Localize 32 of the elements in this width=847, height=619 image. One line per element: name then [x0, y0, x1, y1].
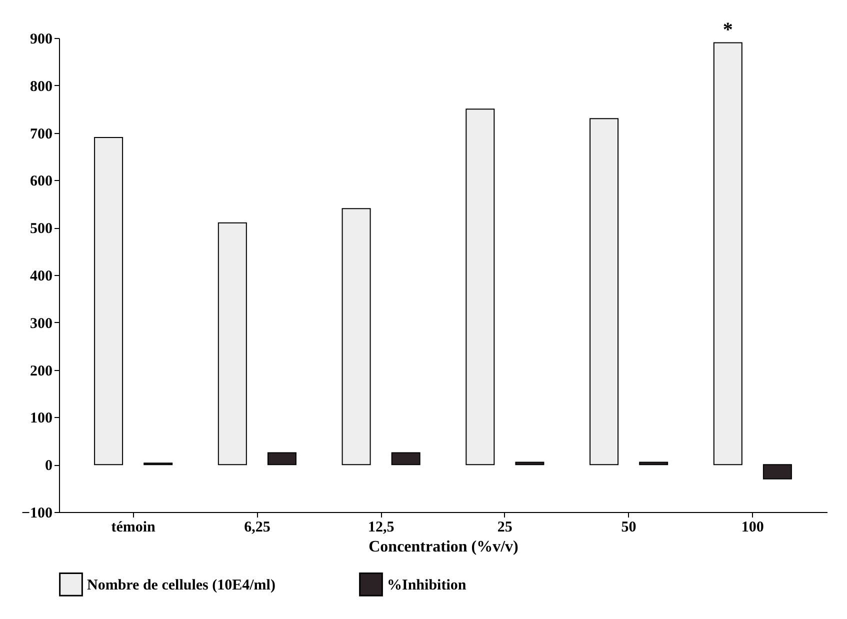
legend-label: %Inhibition: [387, 577, 467, 594]
bar: [639, 462, 668, 466]
x-tick-label: 50: [621, 520, 636, 536]
bar: [515, 462, 544, 466]
x-axis-title: Concentration (%v/v): [368, 538, 518, 556]
y-tick-label: −100: [21, 506, 52, 522]
y-tick-label: 200: [30, 363, 52, 380]
legend-label: Nombre de cellules (10E4/ml): [87, 577, 276, 594]
y-tick-label: 100: [30, 410, 52, 427]
bar: [391, 452, 420, 466]
bar: [218, 222, 247, 466]
bar: [342, 208, 371, 466]
bar: [267, 452, 296, 466]
bar: [94, 137, 124, 466]
bar: [466, 108, 495, 466]
x-tick-label: 12,5: [368, 520, 394, 536]
annotation: *: [722, 19, 733, 41]
y-tick-label: 800: [30, 78, 52, 95]
x-tick-label: 100: [741, 520, 764, 536]
bar: [713, 42, 742, 466]
y-tick-label: 600: [30, 174, 52, 190]
y-tick-label: 500: [30, 221, 52, 238]
bar: [762, 464, 792, 480]
x-tick-label: 6,25: [244, 520, 270, 536]
y-tick-label: 400: [30, 268, 52, 284]
x-tick-label: 25: [497, 520, 512, 536]
y-tick-label: 300: [30, 316, 52, 332]
x-tick-label: témoin: [111, 520, 156, 536]
bar: [590, 118, 619, 466]
y-tick-label: 0: [45, 458, 52, 474]
y-tick-label: 900: [30, 32, 52, 48]
y-tick-label: 700: [30, 126, 52, 142]
